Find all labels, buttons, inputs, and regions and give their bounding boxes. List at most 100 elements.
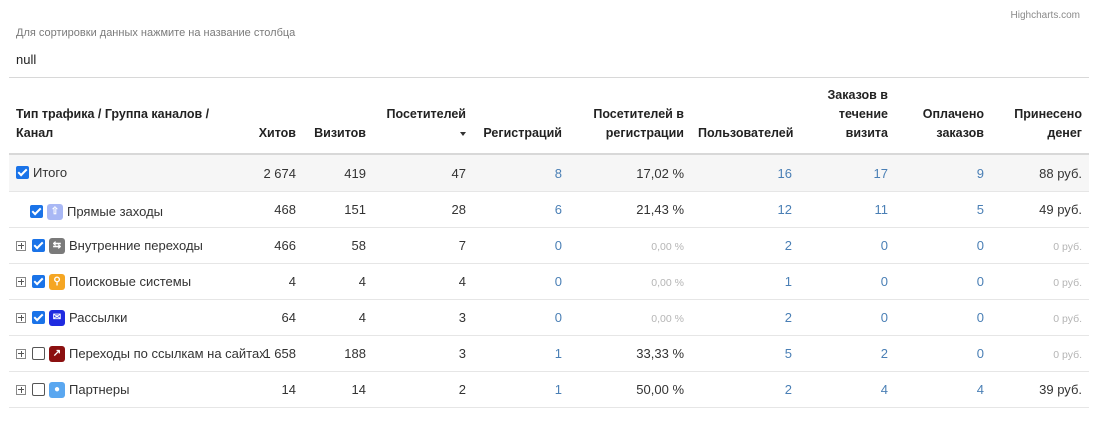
cell-channel-name: ● Партнеры [9, 371, 229, 408]
cell-visitor-registration-rate: 17,02 % [569, 154, 691, 192]
cell-channel-name: ↗ Переходы по ссылкам на сайтах [9, 335, 266, 372]
cell-orders-during-visit[interactable]: 11 [799, 191, 895, 228]
cell-orders-during-visit[interactable]: 0 [799, 263, 895, 300]
row-checkbox[interactable] [30, 205, 43, 218]
table-row: ↗ Переходы по ссылкам на сайтах 1 658 188 3 1… [9, 335, 1089, 372]
cell-revenue: 0 руб. [991, 299, 1089, 336]
sort-hint: Для сортировки данных нажмите на названи… [16, 27, 296, 39]
row-checkbox[interactable] [32, 383, 45, 396]
cell-users[interactable]: 5 [691, 335, 799, 372]
cell-visits: 151 [303, 191, 373, 228]
cell-registrations[interactable]: 0 [473, 263, 569, 300]
envelope-icon: ✉ [49, 309, 65, 326]
column-header-visitor-registration-rate[interactable]: Посетителей в регистрации [569, 77, 691, 155]
cell-visitors: 47 [373, 154, 473, 192]
cell-hits: 468 [229, 191, 303, 228]
expand-plus-icon[interactable] [16, 384, 26, 395]
cell-visits: 58 [303, 227, 373, 264]
cell-registrations[interactable]: 0 [473, 227, 569, 264]
highcharts-credit[interactable]: Highcharts.com [1010, 10, 1080, 21]
channel-label: Внутренние переходы [69, 238, 203, 253]
cell-visits: 4 [303, 263, 373, 300]
table-row: ✉ Рассылки 64 4 3 0 0,00 % 2 0 0 0 руб. [9, 299, 1089, 336]
row-checkbox[interactable] [16, 165, 29, 179]
column-header-hits[interactable]: Хитов [229, 77, 303, 155]
column-header-traffic-type[interactable]: Тип трафика / Группа каналов / Канал [9, 77, 229, 155]
cell-registrations[interactable]: 0 [473, 299, 569, 336]
cell-paid-orders[interactable]: 9 [895, 154, 991, 192]
table-row: ⚲ Поисковые системы 4 4 4 0 0,00 % 1 0 0 0 руб. [9, 263, 1089, 300]
cell-revenue: 0 руб. [991, 227, 1089, 264]
external-link-icon: ↗ [49, 345, 65, 362]
column-header-orders-during-visit[interactable]: Заказов в течение визита [799, 77, 895, 155]
cell-paid-orders[interactable]: 0 [895, 335, 991, 372]
cell-orders-during-visit[interactable]: 0 [799, 299, 895, 336]
cell-channel-name: ⇆ Внутренние переходы [9, 227, 229, 264]
chat-bubble-icon: ● [49, 381, 65, 398]
cell-users[interactable]: 2 [691, 299, 799, 336]
table-row-total: Итого 2 674 419 47 8 17,02 % 16 17 9 88 руб. [9, 154, 1089, 192]
cell-revenue: 49 руб. [991, 191, 1089, 228]
expand-plus-icon[interactable] [16, 348, 26, 359]
cell-channel-name: Итого [9, 154, 229, 192]
cell-paid-orders[interactable]: 0 [895, 299, 991, 336]
cell-revenue: 0 руб. [991, 263, 1089, 300]
traffic-report-table: Тип трафика / Группа каналов / Канал Хит… [9, 77, 1089, 408]
cell-registrations[interactable]: 1 [473, 371, 569, 408]
cell-visitor-registration-rate: 0,00 % [569, 263, 691, 300]
cell-users[interactable]: 2 [691, 227, 799, 264]
cell-orders-during-visit[interactable]: 2 [799, 335, 895, 372]
row-checkbox[interactable] [32, 275, 45, 288]
cell-paid-orders[interactable]: 4 [895, 371, 991, 408]
cell-revenue: 0 руб. [991, 335, 1089, 372]
cell-hits: 4 [229, 263, 303, 300]
cell-orders-during-visit[interactable]: 4 [799, 371, 895, 408]
table-header-row: Тип трафика / Группа каналов / Канал Хит… [9, 77, 1089, 155]
cell-paid-orders[interactable]: 0 [895, 263, 991, 300]
cell-hits: 14 [229, 371, 303, 408]
channel-label: Переходы по ссылкам на сайтах [69, 346, 266, 361]
column-header-users[interactable]: Пользователей [691, 77, 799, 155]
column-header-revenue[interactable]: Принесено денег [991, 77, 1089, 155]
channel-label: Прямые заходы [67, 204, 164, 219]
expand-plus-icon[interactable] [16, 240, 26, 251]
row-checkbox[interactable] [32, 311, 45, 324]
cell-orders-during-visit[interactable]: 17 [799, 154, 895, 192]
cell-paid-orders[interactable]: 5 [895, 191, 991, 228]
channel-label: Партнеры [69, 382, 130, 397]
expand-plus-icon[interactable] [16, 312, 26, 323]
cell-users[interactable]: 12 [691, 191, 799, 228]
search-icon: ⚲ [49, 273, 65, 290]
cell-users[interactable]: 1 [691, 263, 799, 300]
row-checkbox[interactable] [32, 347, 45, 360]
cell-registrations[interactable]: 1 [473, 335, 569, 372]
cell-orders-during-visit[interactable]: 0 [799, 227, 895, 264]
cell-paid-orders[interactable]: 0 [895, 227, 991, 264]
cell-registrations[interactable]: 6 [473, 191, 569, 228]
cell-visitor-registration-rate: 33,33 % [569, 335, 691, 372]
column-header-paid-orders[interactable]: Оплачено заказов [895, 77, 991, 155]
cell-users[interactable]: 16 [691, 154, 799, 192]
cell-revenue: 39 руб. [991, 371, 1089, 408]
report-subtitle: null [16, 52, 37, 67]
channel-label: Итого [33, 164, 68, 180]
arrow-up-icon: ⇧ [47, 203, 63, 220]
table-row: ● Партнеры 14 14 2 1 50,00 % 2 4 4 39 руб. [9, 371, 1089, 408]
row-checkbox[interactable] [32, 239, 45, 252]
column-header-registrations[interactable]: Регистраций [473, 77, 569, 155]
cell-visitors: 7 [373, 227, 473, 264]
cell-visitor-registration-rate: 0,00 % [569, 227, 691, 264]
sort-desc-icon [460, 131, 466, 136]
cell-registrations[interactable]: 8 [473, 154, 569, 192]
cell-visits: 419 [303, 154, 373, 192]
cell-visitors: 28 [373, 191, 473, 228]
cell-visitors: 2 [373, 371, 473, 408]
table-row: ⇧ Прямые заходы 468 151 28 6 21,43 % 12 11 5 49 ру… [9, 191, 1089, 228]
expand-plus-icon[interactable] [16, 276, 26, 287]
cell-visitors: 3 [373, 299, 473, 336]
cell-visits: 14 [303, 371, 373, 408]
column-header-visitors[interactable]: Посетителей [373, 77, 473, 155]
column-header-visits[interactable]: Визитов [303, 77, 373, 155]
cell-visitor-registration-rate: 21,43 % [569, 191, 691, 228]
cell-users[interactable]: 2 [691, 371, 799, 408]
